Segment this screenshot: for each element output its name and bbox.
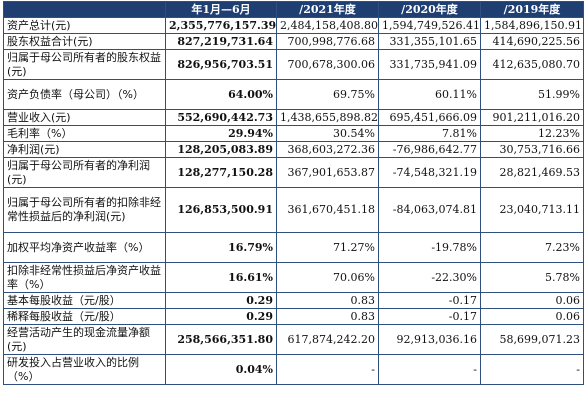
table-row: 研发投入占营业收入的比例（%） 0.04% - - - [3,354,584,385]
cell-value: 331,355,101.65 [378,33,481,50]
cell-value: 7.81% [378,125,481,142]
cell-value: 28,821,469.53 [480,157,584,188]
row-label: 毛利率（%） [3,125,166,142]
cell-current-period: 258,566,351.80 [165,324,277,355]
cell-value: -0.17 [378,308,481,325]
cell-value: 700,678,300.06 [276,49,379,80]
cell-value: 2,484,158,408.80 [276,17,379,34]
cell-value: 7.23% [480,232,584,263]
row-label: 归属于母公司所有者的净利润(元) [3,157,166,188]
row-label: 归属于母公司所有者的股东权益(元) [3,49,166,80]
cell-current-period: 2,355,776,157.39 [165,17,277,34]
cell-value: 0.83 [276,292,379,309]
cell-value: 23,040,713.11 [480,187,584,233]
cell-current-period: 826,956,703.51 [165,49,277,80]
table-row: 净利润(元) 128,205,083.89 368,603,272.36 -76,98… [3,141,584,158]
cell-value: - [276,354,379,385]
cell-value: -19.78% [378,232,481,263]
table-row: 营业收入(元) 552,690,442.73 1,438,655,898.82 695… [3,109,584,126]
cell-value: 71.27% [276,232,379,263]
header-label-column [3,1,166,18]
cell-value: 0.83 [276,308,379,325]
row-label: 基本每股收益（元/股） [3,292,166,309]
cell-current-period: 126,853,500.91 [165,187,277,233]
cell-current-period: 0.29 [165,308,277,325]
cell-current-period: 16.61% [165,262,277,293]
row-label: 扣除非经常性损益后净资产收益率（%） [3,262,166,293]
cell-current-period: 16.79% [165,232,277,263]
cell-value: 1,438,655,898.82 [276,109,379,126]
header-year-2019: /2019年度 [480,1,584,18]
cell-value: 1,584,896,150.91 [480,17,584,34]
row-label: 稀释每股收益（元/股） [3,308,166,325]
table-body: 资产总计(元) 2,355,776,157.39 2,484,158,408.80 1… [3,17,584,385]
table-header-row: 年1月—6月 /2021年度 /2020年度 /2019年度 [3,1,584,18]
table-row: 资产总计(元) 2,355,776,157.39 2,484,158,408.80 1… [3,17,584,34]
row-label: 资产总计(元) [3,17,166,34]
cell-value: 1,594,749,526.41 [378,17,481,34]
table-row: 归属于母公司所有者的股东权益(元) 826,956,703.51 700,678,3… [3,49,584,80]
cell-current-period: 64.00% [165,79,277,110]
table-row: 毛利率（%） 29.94% 30.54% 7.81% 12.23% [3,125,584,142]
cell-value: 5.78% [480,262,584,293]
cell-value: 30.54% [276,125,379,142]
financial-summary-table: 年1月—6月 /2021年度 /2020年度 /2019年度 资产总计(元) 2,… [3,1,584,385]
table-row: 股东权益合计(元) 827,219,731.64 700,998,776.68 331… [3,33,584,50]
cell-value: -0.17 [378,292,481,309]
table-row: 加权平均净资产收益率（%） 16.79% 71.27% -19.78% 7.23% [3,232,584,263]
cell-value: 901,211,016.20 [480,109,584,126]
table-row: 基本每股收益（元/股） 0.29 0.83 -0.17 0.06 [3,292,584,309]
cell-value: 331,735,941.09 [378,49,481,80]
cell-value: 0.06 [480,308,584,325]
row-label: 研发投入占营业收入的比例（%） [3,354,166,385]
cell-value: 700,998,776.68 [276,33,379,50]
cell-value: 617,874,242.20 [276,324,379,355]
cell-current-period: 128,205,083.89 [165,141,277,158]
table-row: 经营活动产生的现金流量净额(元) 258,566,351.80 617,874,24… [3,324,584,355]
cell-value: 412,635,080.70 [480,49,584,80]
cell-value: -84,063,074.81 [378,187,481,233]
cell-current-period: 552,690,442.73 [165,109,277,126]
header-year-2020: /2020年度 [378,1,481,18]
header-year-2021: /2021年度 [276,1,379,18]
row-label: 归属于母公司所有者的扣除非经常性损益后的净利润(元) [3,187,166,233]
table-row: 资产负债率（母公司）（%） 64.00% 69.75% 60.11% 51.99% [3,79,584,110]
cell-value: 60.11% [378,79,481,110]
cell-value: 0.06 [480,292,584,309]
cell-current-period: 827,219,731.64 [165,33,277,50]
cell-value: 695,451,666.09 [378,109,481,126]
cell-value: -22.30% [378,262,481,293]
cell-value: 69.75% [276,79,379,110]
cell-current-period: 0.29 [165,292,277,309]
cell-value: 92,913,036.16 [378,324,481,355]
cell-value: - [378,354,481,385]
row-label: 加权平均净资产收益率（%） [3,232,166,263]
cell-value: 367,901,653.87 [276,157,379,188]
cell-value: 58,699,071.23 [480,324,584,355]
table-row: 扣除非经常性损益后净资产收益率（%） 16.61% 70.06% -22.30% 5.7… [3,262,584,293]
row-label: 营业收入(元) [3,109,166,126]
cell-current-period: 128,277,150.28 [165,157,277,188]
row-label: 资产负债率（母公司）（%） [3,79,166,110]
cell-value: 368,603,272.36 [276,141,379,158]
cell-current-period: 0.04% [165,354,277,385]
cell-current-period: 29.94% [165,125,277,142]
cell-value: 51.99% [480,79,584,110]
row-label: 净利润(元) [3,141,166,158]
cell-value: -76,986,642.77 [378,141,481,158]
cell-value: -74,548,321.19 [378,157,481,188]
cell-value: - [480,354,584,385]
header-current-period: 年1月—6月 [165,1,277,18]
table-row: 归属于母公司所有者的净利润(元) 128,277,150.28 367,901,65… [3,157,584,188]
row-label: 经营活动产生的现金流量净额(元) [3,324,166,355]
cell-value: 70.06% [276,262,379,293]
cell-value: 30,753,716.66 [480,141,584,158]
cell-value: 361,670,451.18 [276,187,379,233]
cell-value: 12.23% [480,125,584,142]
table-row: 归属于母公司所有者的扣除非经常性损益后的净利润(元) 126,853,500.91… [3,187,584,233]
cell-value: 414,690,225.56 [480,33,584,50]
table-row: 稀释每股收益（元/股） 0.29 0.83 -0.17 0.06 [3,308,584,325]
row-label: 股东权益合计(元) [3,33,166,50]
